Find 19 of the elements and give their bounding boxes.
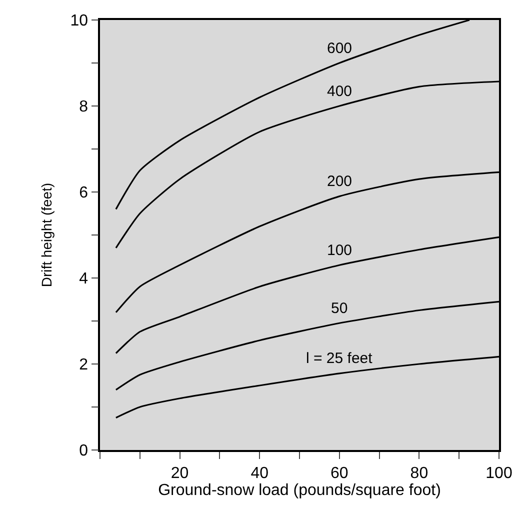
series-label: 100 <box>327 242 352 259</box>
x-tick-label: 20 <box>170 464 189 482</box>
x-tick-label: 80 <box>410 464 428 482</box>
y-axis-title: Drift height (feet) <box>38 182 54 288</box>
x-tick-label: 40 <box>250 464 269 482</box>
y-tick-label: 2 <box>79 356 88 374</box>
y-tick-label: 4 <box>79 270 88 288</box>
y-tick-label: 6 <box>79 184 88 202</box>
y-tick-label: 8 <box>79 98 88 116</box>
series-label: 400 <box>327 83 352 100</box>
x-axis-title: Ground-snow load (pounds/square foot) <box>158 482 441 499</box>
x-tick-label: 60 <box>330 464 348 482</box>
y-tick-label: 10 <box>70 12 88 30</box>
series-label: 600 <box>327 40 352 57</box>
series-label: l = 25 feet <box>306 350 374 367</box>
y-tick-label: 0 <box>79 442 88 460</box>
series-label: 50 <box>331 300 348 317</box>
x-tick-label: 100 <box>486 464 512 482</box>
series-label: 200 <box>327 173 352 190</box>
